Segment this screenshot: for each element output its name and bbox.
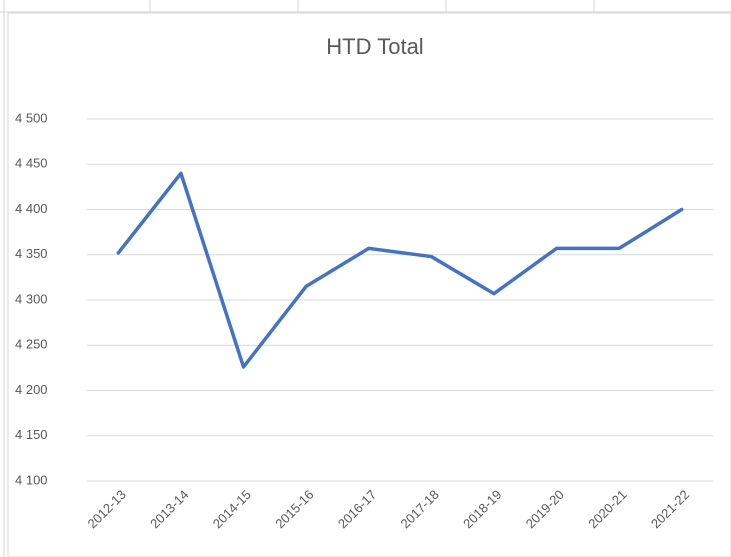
chart-title: HTD Total bbox=[326, 34, 423, 59]
y-tick-label: 4 300 bbox=[15, 291, 48, 306]
chart-area bbox=[7, 12, 731, 557]
y-tick-label: 4 500 bbox=[15, 110, 48, 125]
line-series bbox=[116, 171, 684, 369]
y-tick-label: 4 250 bbox=[15, 337, 48, 352]
y-tick-label: 4 350 bbox=[15, 246, 48, 261]
y-tick-label: 4 450 bbox=[15, 156, 48, 171]
y-tick-label: 4 150 bbox=[15, 427, 48, 442]
y-tick-label: 4 400 bbox=[15, 201, 48, 216]
y-tick-label: 4 200 bbox=[15, 382, 48, 397]
y-tick-label: 4 100 bbox=[15, 472, 48, 487]
